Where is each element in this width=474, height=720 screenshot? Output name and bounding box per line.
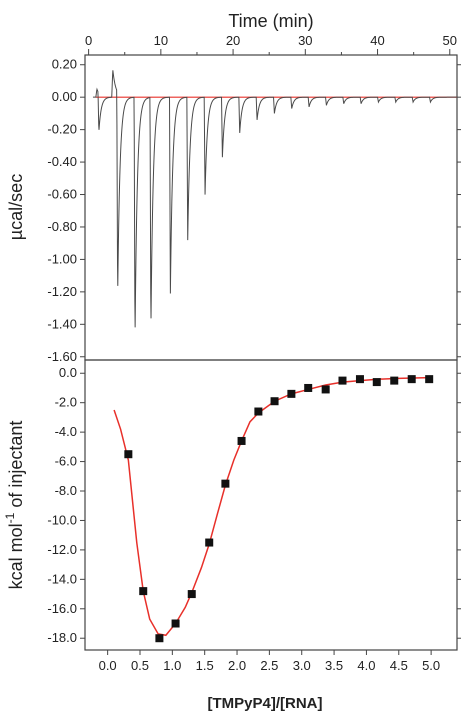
data-point-marker [425, 375, 434, 384]
top-y-tick-label: -1.20 [47, 284, 77, 299]
top-panel-raw-heat: 0 10 20 30 40 50 0.20 0.00 -0.20 -0.40 -0.60 -0.80… [6, 11, 461, 364]
data-point-marker [287, 389, 296, 398]
top-y-tick-label: -0.60 [47, 187, 77, 202]
data-point-marker [124, 450, 133, 459]
top-panel-frame [84, 54, 458, 361]
bottom-y-tick-label: -8.0 [55, 483, 77, 498]
bottom-y-tick-label: -12.0 [47, 542, 77, 557]
top-x-tick-label: 10 [154, 33, 168, 48]
top-x-tick-label: 40 [370, 33, 384, 48]
bottom-x-axis-title: [TMPyP4]/[RNA] [208, 695, 323, 712]
top-y-tick-label: -0.40 [47, 154, 77, 169]
data-point-marker [254, 407, 263, 416]
data-point-marker [372, 378, 381, 387]
bottom-y-tick-label: -10.0 [47, 512, 77, 527]
bottom-x-tick-label: 0.0 [99, 658, 117, 673]
top-y-axis-title: µcal/sec [6, 174, 26, 240]
data-point-marker [321, 385, 330, 394]
top-x-tick-label: 20 [226, 33, 240, 48]
bottom-x-tick-label: 5.0 [422, 658, 440, 673]
raw-heat-trace [92, 70, 457, 328]
bottom-x-tick-label: 3.0 [293, 658, 311, 673]
top-x-axis-title: Time (min) [228, 11, 313, 31]
bottom-y-tick-label: -4.0 [55, 424, 77, 439]
bottom-y-tick-label: -6.0 [55, 454, 77, 469]
bottom-x-tick-label: 0.5 [131, 658, 149, 673]
data-point-marker [407, 375, 416, 384]
top-y-axis: 0.20 0.00 -0.20 -0.40 -0.60 -0.80 -1.00 -1.20 -1… [47, 57, 461, 364]
bottom-y-tick-label: -16.0 [47, 601, 77, 616]
bottom-x-tick-label: 4.5 [390, 658, 408, 673]
bottom-panel-frame [84, 359, 458, 651]
bottom-y-tick-label: -2.0 [55, 395, 77, 410]
data-point-marker [270, 397, 279, 406]
data-point-marker [221, 479, 230, 488]
data-point-marker [205, 538, 214, 547]
bottom-x-tick-label: 3.5 [325, 658, 343, 673]
data-point-marker [237, 436, 246, 445]
bottom-y-axis-title-sup: -1 [3, 512, 17, 523]
bottom-y-tick-label: -18.0 [47, 630, 77, 645]
top-y-tick-label: -1.60 [47, 349, 77, 364]
data-point-marker [187, 590, 196, 599]
bottom-y-tick-label: 0.0 [59, 365, 77, 380]
top-x-tick-label: 0 [85, 33, 92, 48]
bottom-y-axis: 0.0 -2.0 -4.0 -6.0 -8.0 -10.0 -12.0 -14.0 -16.0 -… [47, 365, 461, 645]
top-x-tick-label: 30 [298, 33, 312, 48]
data-point-marker [355, 375, 364, 384]
bottom-x-tick-label: 1.5 [196, 658, 214, 673]
data-point-marker [304, 383, 313, 392]
top-y-tick-label: 0.00 [52, 89, 77, 104]
binding-fit-curve [113, 376, 430, 637]
bottom-x-tick-label: 1.0 [163, 658, 181, 673]
bottom-y-axis-title: kcal mol-1 of injectant [3, 421, 26, 590]
bottom-y-axis-title-rest: of injectant [6, 421, 26, 513]
bottom-y-axis-title-base: kcal mol [6, 523, 26, 589]
top-x-tick-label: 50 [443, 33, 457, 48]
data-point-marker [390, 376, 399, 385]
bottom-x-tick-label: 2.0 [228, 658, 246, 673]
data-point-marker [171, 619, 180, 628]
integrated-heat-points [124, 375, 434, 643]
top-y-tick-label: -0.20 [47, 122, 77, 137]
top-y-tick-label: -1.00 [47, 251, 77, 266]
data-point-marker [139, 587, 148, 596]
bottom-x-axis: 0.0 0.5 1.0 1.5 2.0 2.5 3.0 3.5 4.0 4.5 5.0 [99, 650, 440, 673]
top-y-tick-label: -0.80 [47, 219, 77, 234]
top-y-tick-label: -1.40 [47, 316, 77, 331]
top-x-axis: 0 10 20 30 40 50 [85, 33, 457, 55]
bottom-x-tick-label: 4.0 [357, 658, 375, 673]
bottom-panel-integrated-heat: 0.0 0.5 1.0 1.5 2.0 2.5 3.0 3.5 4.0 4.5 5.0 0.0 -2.… [3, 359, 461, 712]
bottom-x-tick-label: 2.5 [260, 658, 278, 673]
data-point-marker [155, 634, 164, 643]
data-point-marker [338, 376, 347, 385]
top-y-tick-label: 0.20 [52, 57, 77, 72]
bottom-y-tick-label: -14.0 [47, 571, 77, 586]
